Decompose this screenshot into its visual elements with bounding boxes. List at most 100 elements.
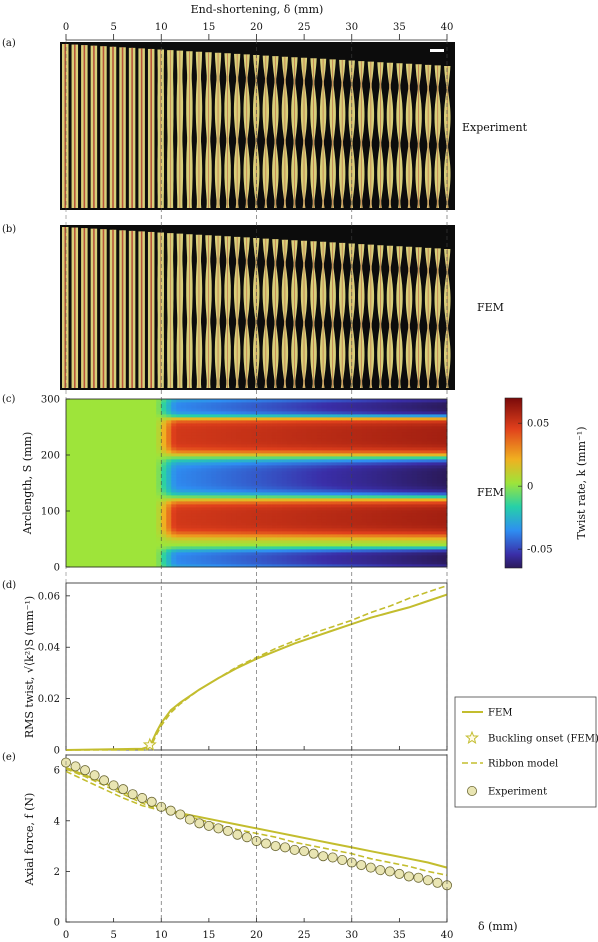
heatmap-cell xyxy=(356,402,363,406)
twist-rate-heatmap xyxy=(66,399,448,568)
heatmap-cell xyxy=(296,510,303,514)
heatmap-cell xyxy=(291,555,297,559)
heatmap-cell xyxy=(276,447,282,451)
heatmap-cell xyxy=(76,471,82,475)
heatmap-cell xyxy=(221,519,227,523)
heatmap-cell xyxy=(121,522,127,526)
heatmap-cell xyxy=(106,522,112,526)
heatmap-cell xyxy=(286,408,292,412)
heatmap-cell xyxy=(66,534,72,538)
heatmap-cell xyxy=(286,543,292,547)
heatmap-cell xyxy=(226,504,232,508)
heatmap-cell xyxy=(371,555,378,559)
heatmap-cell xyxy=(66,450,72,454)
heatmap-cell xyxy=(111,471,117,475)
heatmap-cell xyxy=(286,561,292,565)
heatmap-cell xyxy=(411,477,418,481)
heatmap-cell xyxy=(111,414,117,418)
heatmap-cell xyxy=(96,480,102,484)
heatmap-cell xyxy=(236,489,242,493)
heatmap-cell xyxy=(406,489,413,493)
axial-force-experiment-point xyxy=(146,796,157,807)
heatmap-cell xyxy=(156,441,162,445)
heatmap-cell xyxy=(401,546,408,550)
heatmap-cell xyxy=(261,408,267,412)
heatmap-cell xyxy=(366,402,373,406)
heatmap-cell xyxy=(66,423,72,427)
heatmap-cell xyxy=(246,429,252,433)
heatmap-cell xyxy=(226,528,232,532)
heatmap-cell xyxy=(336,453,343,457)
heatmap-cell xyxy=(191,486,197,490)
heatmap-cell xyxy=(206,417,212,421)
heatmap-cell xyxy=(386,414,393,418)
heatmap-cell xyxy=(416,534,423,538)
heatmap-cell xyxy=(76,483,82,487)
heatmap-cell xyxy=(131,426,137,430)
heatmap-cell xyxy=(406,426,413,430)
heatmap-cell xyxy=(81,555,87,559)
heatmap-cell xyxy=(121,525,127,529)
heatmap-cell xyxy=(201,468,207,472)
heatmap-cell xyxy=(346,495,353,499)
fem-frame xyxy=(205,235,212,388)
heatmap-cell xyxy=(151,516,157,520)
heatmap-cell xyxy=(431,510,438,514)
heatmap-cell xyxy=(281,399,287,403)
heatmap-cell xyxy=(241,468,247,472)
heatmap-cell xyxy=(251,414,257,418)
heatmap-cell xyxy=(256,540,262,544)
heatmap-cell xyxy=(371,417,378,421)
heatmap-cell xyxy=(216,447,222,451)
heatmap-cell xyxy=(411,468,418,472)
heatmap-cell xyxy=(431,435,438,439)
fem-frame xyxy=(233,236,241,388)
heatmap-cell xyxy=(166,417,172,421)
heatmap-cell xyxy=(166,546,172,550)
heatmap-cell xyxy=(91,540,97,544)
heatmap-cell xyxy=(441,555,448,559)
heatmap-cell xyxy=(186,537,192,541)
heatmap-cell xyxy=(81,537,87,541)
heatmap-cell xyxy=(431,483,438,487)
heatmap-cell xyxy=(216,531,222,535)
heatmap-cell xyxy=(366,426,373,430)
heatmap-cell xyxy=(161,450,167,454)
heatmap-cell xyxy=(266,480,272,484)
heatmap-cell xyxy=(121,432,127,436)
heatmap-cell xyxy=(426,483,433,487)
heatmap-cell xyxy=(386,426,393,430)
heatmap-cell xyxy=(161,501,167,505)
heatmap-cell xyxy=(306,540,313,544)
heatmap-cell xyxy=(421,468,428,472)
heatmap-cell xyxy=(236,429,242,433)
heatmap-cell xyxy=(366,555,373,559)
heatmap-cell xyxy=(311,495,318,499)
heatmap-cell xyxy=(346,531,353,535)
heatmap-cell xyxy=(441,402,448,406)
heatmap-cell xyxy=(421,429,428,433)
heatmap-cell xyxy=(256,432,262,436)
heatmap-cell xyxy=(221,477,227,481)
heatmap-cell xyxy=(286,507,292,511)
heatmap-cell xyxy=(406,534,413,538)
heatmap-cell xyxy=(236,519,242,523)
heatmap-cell xyxy=(431,504,438,508)
heatmap-cell xyxy=(66,441,72,445)
heatmap-cell xyxy=(381,531,388,535)
heatmap-cell xyxy=(191,468,197,472)
heatmap-cell xyxy=(441,543,448,547)
heatmap-cell xyxy=(296,441,303,445)
heatmap-cell xyxy=(276,444,282,448)
heatmap-cell xyxy=(151,420,157,424)
heatmap-cell xyxy=(326,471,333,475)
heatmap-cell xyxy=(411,423,418,427)
heatmap-cell xyxy=(371,402,378,406)
heatmap-cell xyxy=(126,558,132,562)
heatmap-cell xyxy=(401,399,408,403)
heatmap-cell xyxy=(361,414,368,418)
heatmap-cell xyxy=(376,549,383,553)
heatmap-cell xyxy=(296,462,303,466)
heatmap-cell xyxy=(291,534,297,538)
heatmap-cell xyxy=(276,408,282,412)
